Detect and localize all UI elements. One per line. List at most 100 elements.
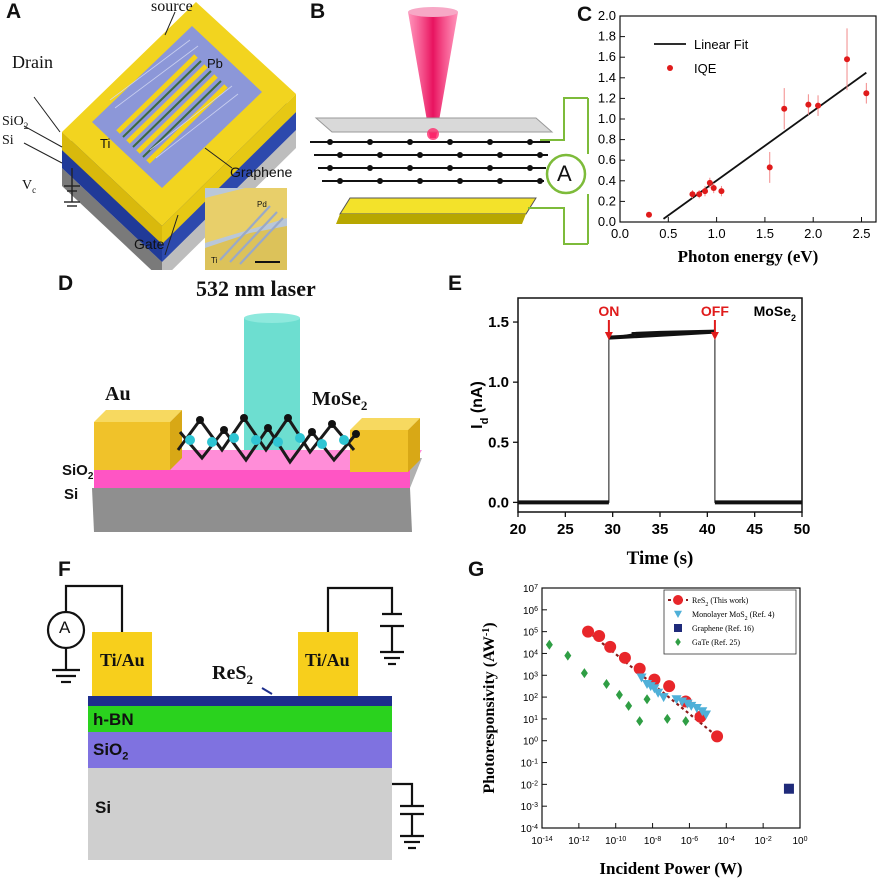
x-tick-label: 0.5	[659, 226, 677, 241]
series-1-point	[658, 693, 669, 703]
series-3-point	[564, 650, 572, 661]
label-ti: Ti	[100, 136, 111, 151]
label-hbn: h-BN	[93, 710, 134, 729]
iqe-point	[696, 191, 703, 198]
y-tick-label: 103	[523, 671, 538, 683]
y-tick-label: 10-1	[521, 758, 538, 770]
series-3-point	[636, 716, 644, 727]
series-3-point	[625, 700, 633, 711]
series-0-point	[618, 651, 631, 664]
label-sio2-d: SiO2	[62, 462, 94, 482]
series-0-point	[633, 662, 646, 675]
series-3-point	[682, 716, 690, 727]
series-0-point	[711, 730, 724, 743]
y-tick-label: 1.0	[488, 374, 509, 391]
y-tick-label: 100	[523, 736, 538, 748]
label-si-f: Si	[95, 798, 112, 817]
iqe-point	[815, 102, 822, 109]
panel-label-a: A	[6, 0, 22, 23]
iqe-point	[706, 179, 713, 186]
panel-label-c: C	[577, 3, 593, 26]
annotation-arrowhead	[710, 332, 719, 340]
iqe-point	[781, 105, 788, 112]
y-tick-label: 0.0	[598, 214, 616, 229]
label-laser: 532 nm laser	[196, 276, 316, 301]
label-vc: Vc	[22, 178, 37, 195]
x-tick-label: 10-10	[605, 836, 626, 848]
legend-iqe-label: IQE	[694, 61, 717, 76]
y-tick-label: 0.0	[488, 494, 509, 511]
y-tick-label: 105	[523, 627, 538, 639]
y-tick-label: 0.6	[598, 152, 616, 167]
ammeter-label-b: A	[557, 161, 572, 186]
legend-fit-label: Linear Fit	[694, 37, 749, 52]
legend-label-3: GaTe (Ref. 25)	[692, 638, 740, 647]
x-tick-label: 50	[794, 521, 811, 538]
chart-g-responsivity: 10-14 10-12 10-10 10-8 10-6 10-4 10-2 100 10-4 10…	[481, 584, 808, 879]
id-trace	[518, 331, 802, 503]
series-3-point	[580, 668, 588, 679]
x-tick-label: 30	[604, 521, 621, 538]
label-pb: Pb	[207, 56, 223, 71]
panel-label-d: D	[58, 272, 74, 295]
legend-label-0: ReS2 (This work)	[692, 596, 749, 608]
iqe-point	[805, 101, 812, 108]
y-tick-label: 1.5	[488, 314, 509, 331]
label-tiau-left: Ti/Au	[100, 650, 145, 670]
panel-d-device-schematic	[92, 313, 422, 532]
annotation-on: ON	[598, 303, 619, 319]
label-gate: Gate	[134, 236, 165, 252]
label-si-d: Si	[64, 486, 79, 503]
series-1-point	[653, 688, 664, 698]
x-tick-label: 45	[746, 521, 763, 538]
x-axis-label: Incident Power (W)	[599, 859, 742, 878]
plot-frame	[517, 297, 803, 513]
inset-micrograph: Pd Ti	[205, 188, 287, 270]
legend-swatch-0	[673, 595, 683, 605]
series-0-point	[582, 625, 595, 638]
linear-fit-line	[662, 71, 867, 220]
y-tick-label: 10-2	[521, 780, 538, 792]
y-tick-label: 1.8	[598, 29, 616, 44]
label-mose2: MoSe2	[312, 388, 368, 413]
y-tick-label: 10-3	[521, 802, 538, 814]
inset-label-pd: Pd	[257, 200, 267, 209]
x-tick-label: 25	[557, 521, 574, 538]
id-on-segment	[608, 329, 716, 340]
y-tick-label: 0.8	[598, 132, 616, 147]
label-tiau-right: Ti/Au	[305, 650, 350, 670]
label-res2: ReS2	[212, 662, 253, 687]
label-si-a: Si	[2, 133, 14, 148]
iqe-point	[702, 188, 709, 195]
iqe-point	[710, 185, 717, 192]
iqe-point	[766, 164, 773, 171]
series-1-point	[701, 710, 712, 720]
x-tick-label: 100	[792, 836, 807, 848]
series-0-point	[604, 640, 617, 653]
iqe-point	[645, 211, 652, 218]
x-tick-label: 2.0	[804, 226, 822, 241]
legend-iqe-swatch	[667, 65, 673, 71]
panel-label-g: G	[468, 558, 485, 581]
y-tick-label: 106	[523, 605, 538, 617]
series-3-point	[643, 694, 651, 705]
series-3-point	[615, 689, 623, 700]
y-tick-label: 104	[523, 649, 538, 661]
legend-swatch-2	[674, 624, 682, 632]
panel-f-device-schematic	[46, 584, 424, 860]
x-tick-label: 35	[652, 521, 669, 538]
y-tick-label: 0.4	[598, 173, 616, 188]
y-axis-label: Photoresponsivity (AW-1)	[481, 622, 499, 793]
x-tick-label: 10-12	[568, 836, 589, 848]
x-tick-label: 10-4	[718, 836, 735, 848]
y-tick-label: 1.0	[598, 111, 616, 126]
label-sio2-f: SiO2	[93, 740, 129, 763]
iqe-point	[863, 90, 870, 97]
chart-c-iqe: 0.0 0.5 1.0 1.5 2.0 2.5 0.0 0.2 0.4 0.6 0.8 1.0 1.2 1…	[598, 8, 877, 266]
chart-title: MoSe2	[754, 303, 796, 323]
y-tick-label: 1.6	[598, 49, 616, 64]
legend-label-2: Graphene (Ref. 16)	[692, 624, 754, 633]
panel-label-e: E	[448, 272, 463, 295]
series-3-point	[663, 713, 671, 724]
series-3-point	[603, 679, 610, 689]
